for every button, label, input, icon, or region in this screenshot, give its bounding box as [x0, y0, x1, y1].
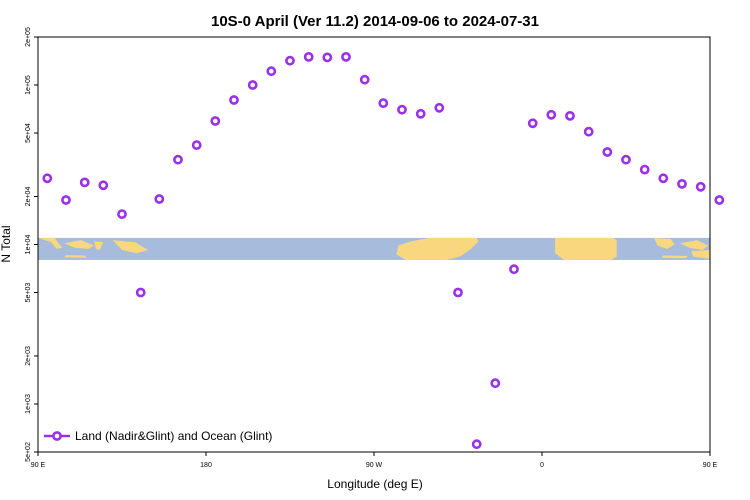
data-point: [42, 173, 53, 184]
data-point: [378, 98, 389, 108]
y-axis-label: N Total: [0, 225, 13, 262]
y-tick-label: 1e+05: [25, 75, 32, 95]
y-tick-label: 5e+02: [25, 442, 32, 462]
ocean-band: [38, 237, 710, 260]
land-java-2: [661, 255, 688, 259]
x-tick-label: 90 W: [366, 462, 383, 469]
data-point: [322, 52, 333, 63]
legend-marker: [52, 431, 62, 441]
data-point: [415, 108, 426, 119]
data-point: [471, 439, 482, 450]
data-point: [154, 194, 165, 204]
y-tick-label: 1e+04: [25, 235, 32, 255]
legend: Land (Nadir&Glint) and Ocean (Glint): [44, 429, 272, 443]
x-axis-label: Longitude (deg E): [327, 477, 422, 491]
y-tick-label: 2e+03: [25, 346, 32, 366]
data-point: [527, 118, 538, 129]
x-tick-label: 180: [200, 462, 212, 469]
land-sulawesi: [94, 241, 104, 250]
data-point: [583, 126, 594, 137]
chart-title: 10S-0 April (Ver 11.2) 2014-09-06 to 202…: [211, 13, 539, 30]
data-point: [359, 74, 370, 85]
data-point: [602, 147, 613, 157]
y-tick-label: 2e+05: [25, 27, 32, 47]
data-point: [695, 181, 706, 192]
y-tick-label: 2e+04: [25, 187, 32, 207]
data-point: [247, 80, 258, 90]
data-point: [490, 378, 501, 389]
data-point: [61, 195, 71, 205]
data-point: [210, 116, 221, 126]
data-point: [509, 264, 519, 275]
data-point: [621, 154, 631, 165]
y-tick-label: 5e+04: [25, 123, 32, 143]
x-tick-label: 90 E: [31, 462, 46, 469]
data-point: [135, 287, 146, 298]
legend-label: Land (Nadir&Glint) and Ocean (Glint): [75, 429, 272, 443]
data-point: [191, 140, 202, 150]
data-point: [434, 102, 445, 113]
data-point: [639, 164, 650, 175]
data-point: [565, 111, 575, 121]
land-sumatra: [38, 237, 63, 249]
land-new-guinea-2: [691, 250, 710, 259]
land-new-guinea: [112, 240, 149, 254]
data-point: [453, 287, 463, 298]
x-tick-label: 0: [540, 462, 544, 469]
y-axis: 5e+02 1e+03 2e+03 5e+03 1e+04 2e+04 5e+04 1e+05…: [25, 27, 38, 462]
data-point: [714, 195, 725, 205]
data-point: [266, 66, 277, 77]
data-point: [341, 52, 351, 62]
map-band: [38, 237, 710, 260]
data-point: [397, 104, 407, 115]
y-tick-label: 1e+03: [25, 394, 32, 414]
land-borneo-2: [680, 240, 709, 250]
land-sumatra-2: [654, 237, 675, 249]
land-south-america: [396, 237, 479, 260]
data-point: [677, 178, 687, 189]
data-point: [303, 52, 314, 62]
data-point: [546, 109, 557, 120]
land-java: [64, 255, 87, 258]
x-tick-label: 90 E: [703, 462, 718, 469]
data-point: [98, 180, 109, 191]
data-point: [79, 177, 90, 188]
land-africa: [555, 237, 617, 260]
data-point: [229, 95, 239, 105]
data-points: [42, 52, 725, 450]
x-axis: 90 E 180 90 W 0 90 E: [31, 452, 718, 469]
data-point: [117, 209, 127, 219]
data-point: [173, 154, 183, 165]
land-borneo: [64, 240, 94, 249]
y-tick-label: 5e+03: [25, 283, 32, 303]
data-point: [658, 173, 669, 184]
data-point: [285, 55, 295, 66]
